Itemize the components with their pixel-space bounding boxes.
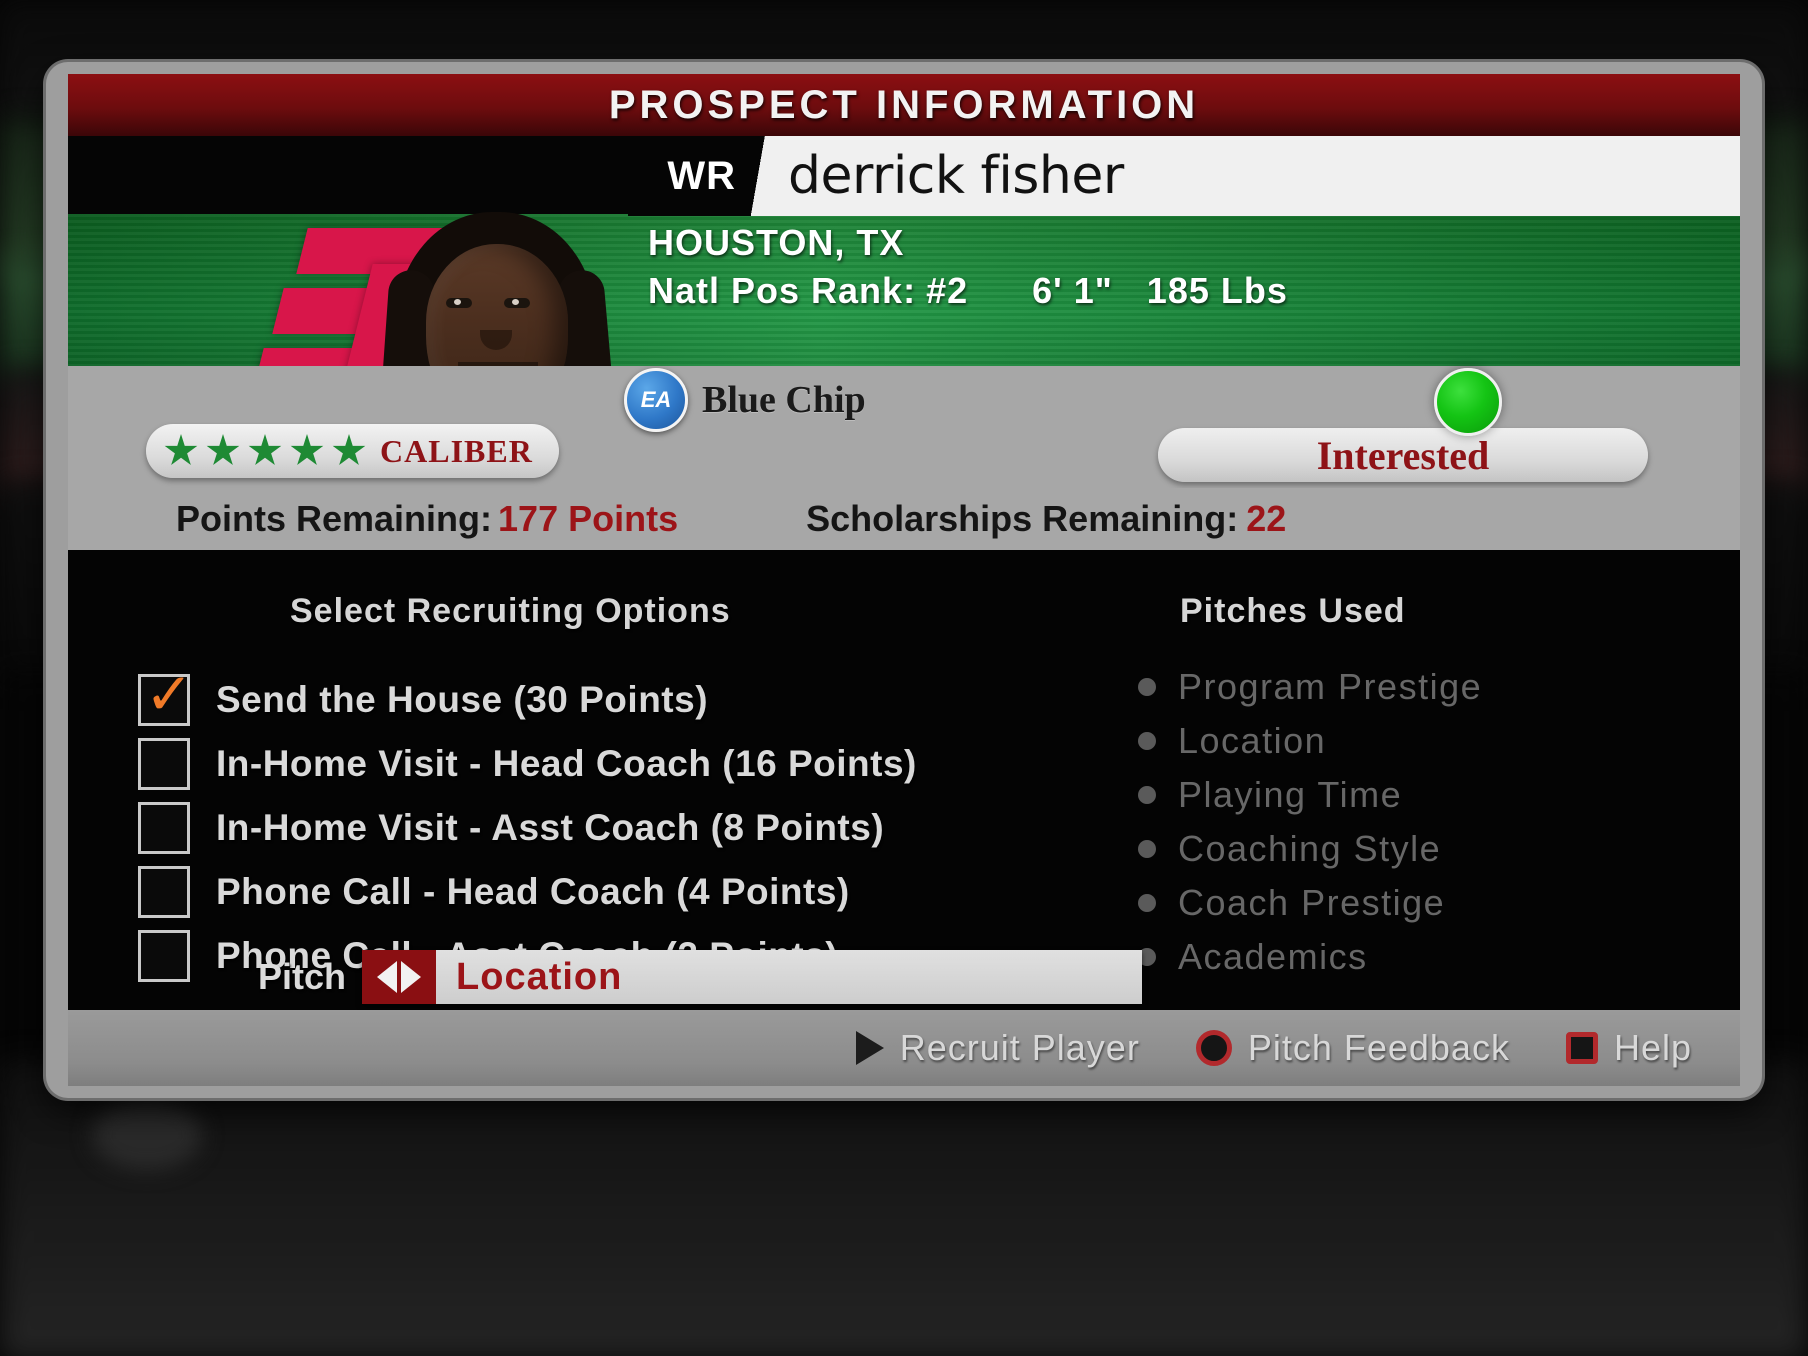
status-badge: Interested: [1158, 428, 1648, 482]
left-arrow-icon[interactable]: [377, 961, 398, 993]
pitch-selector-value-box[interactable]: Location: [436, 950, 1143, 1004]
recruiting-option-label: Phone Call - Head Coach (4 Points): [216, 871, 850, 912]
page-title: PROSPECT INFORMATION: [608, 82, 1200, 127]
triangle-play-button-icon: [855, 1031, 884, 1065]
pitch-used-item: Coach Prestige: [1138, 876, 1482, 930]
checkbox-in-home-visit-head-coach[interactable]: [138, 738, 190, 790]
pitch-used-label: Program Prestige: [1178, 666, 1483, 707]
bullet-icon: [1138, 948, 1156, 966]
scholarships-remaining-value: 22: [1246, 498, 1287, 539]
caliber-rating: CALIBER: [146, 424, 559, 478]
help-label: Help: [1613, 1027, 1692, 1068]
prospect-tier-label: Blue Chip: [702, 379, 866, 421]
status-badge-label: Interested: [1316, 432, 1490, 478]
pitch-used-label: Coach Prestige: [1178, 882, 1446, 923]
bullet-icon: [1138, 894, 1156, 912]
star-icon: [206, 434, 240, 465]
rank-value: #2: [926, 270, 969, 311]
pitch-used-item: Location: [1138, 714, 1482, 768]
caliber-label: CALIBER: [380, 432, 533, 469]
pitch-feedback-action[interactable]: Pitch Feedback: [1195, 1027, 1510, 1069]
footer-action-bar: Recruit Player Pitch Feedback Help: [68, 1010, 1740, 1086]
recruit-player-label: Recruit Player: [899, 1027, 1140, 1068]
dialog-title-bar: PROSPECT INFORMATION: [68, 74, 1740, 136]
prospect-information-dialog: PROSPECT INFORMATION: [46, 62, 1762, 1098]
recruiting-option-label: In-Home Visit - Head Coach (16 Points): [216, 743, 917, 784]
checkbox-phone-call-asst-coach[interactable]: [138, 930, 190, 982]
player-weight: 185 Lbs: [1146, 270, 1288, 311]
dialog-body: Select Recruiting Options Pitches Used ✓…: [68, 550, 1740, 1010]
pitch-feedback-label: Pitch Feedback: [1247, 1027, 1510, 1068]
pitch-selector-arrows[interactable]: [362, 950, 437, 1004]
star-icon: [248, 434, 282, 465]
bullet-icon: [1138, 840, 1156, 858]
recruiting-option-row[interactable]: Phone Call - Head Coach (4 Points): [138, 860, 1098, 924]
checkbox-phone-call-head-coach[interactable]: [138, 866, 190, 918]
points-remaining-label: Points Remaining:: [176, 498, 493, 539]
checkbox-send-the-house[interactable]: ✓: [138, 665, 193, 726]
star-icon: [290, 434, 324, 465]
scholarships-remaining-label: Scholarships Remaining:: [806, 498, 1239, 539]
pitch-used-item: Coaching Style: [1138, 822, 1482, 876]
recruiting-option-label: In-Home Visit - Asst Coach (8 Points): [216, 807, 885, 848]
rank-label: Natl Pos Rank:: [648, 270, 917, 311]
interest-status-indicator-icon: [1434, 368, 1502, 436]
recruit-player-action[interactable]: Recruit Player: [855, 1027, 1140, 1069]
ea-sports-icon: EA: [624, 368, 688, 432]
background-blur-disc: [92, 1100, 202, 1170]
pitches-used-list: Program Prestige Location Playing Time C…: [1138, 660, 1482, 984]
pitch-used-label: Location: [1178, 720, 1327, 761]
recruiting-options-list: ✓ Send the House (30 Points) In-Home Vis…: [138, 665, 1098, 988]
star-icon: [332, 434, 366, 465]
player-position: WR: [628, 136, 748, 216]
recruiting-option-row[interactable]: In-Home Visit - Asst Coach (8 Points): [138, 796, 1098, 860]
player-name-row: WR derrick fisher: [68, 136, 1740, 216]
pitch-used-label: Playing Time: [1178, 774, 1403, 815]
recruiting-option-row[interactable]: ✓ Send the House (30 Points): [138, 665, 1098, 732]
pitch-selector-value: Location: [456, 955, 623, 998]
right-arrow-icon[interactable]: [401, 961, 422, 993]
player-hometown: HOUSTON, TX: [648, 222, 905, 263]
prospect-tier: EA Blue Chip: [624, 368, 866, 432]
bullet-icon: [1138, 732, 1156, 750]
help-action[interactable]: Help: [1565, 1027, 1692, 1069]
pitch-used-item: Playing Time: [1138, 768, 1482, 822]
bullet-icon: [1138, 678, 1156, 696]
star-icon: [164, 434, 198, 465]
points-remaining-value: 177 Points: [498, 498, 679, 539]
pitches-used-title: Pitches Used: [1180, 592, 1406, 630]
recruiting-options-title: Select Recruiting Options: [290, 592, 731, 630]
player-name: derrick fisher: [774, 136, 1740, 216]
name-divider-slash: [748, 136, 774, 216]
player-vitals: Natl Pos Rank: #2 6' 1" 185 Lbs: [648, 270, 1288, 312]
pitch-used-item: Program Prestige: [1138, 660, 1482, 714]
square-button-icon: [1565, 1032, 1598, 1064]
player-header-band: WR derrick fisher HOUSTON, TX Natl Pos R…: [68, 136, 1740, 488]
bullet-icon: [1138, 786, 1156, 804]
recruiting-option-label: Send the House (30 Points): [216, 679, 709, 720]
pitch-used-item: Academics: [1138, 930, 1482, 984]
circle-button-icon: [1195, 1030, 1232, 1066]
recruiting-option-row[interactable]: In-Home Visit - Head Coach (16 Points): [138, 732, 1098, 796]
resources-row: Points Remaining: 177 Points Scholarship…: [68, 488, 1740, 550]
checkbox-in-home-visit-asst-coach[interactable]: [138, 802, 190, 854]
pitch-selector[interactable]: Pitch Location: [258, 950, 1143, 1004]
background-band: [0, 1060, 1808, 1356]
pitch-used-label: Academics: [1178, 936, 1368, 977]
pitch-selector-field[interactable]: Location: [362, 950, 1143, 1004]
pitch-selector-label: Pitch: [258, 956, 347, 997]
pitch-used-label: Coaching Style: [1178, 828, 1442, 869]
player-height: 6' 1": [1032, 270, 1113, 311]
